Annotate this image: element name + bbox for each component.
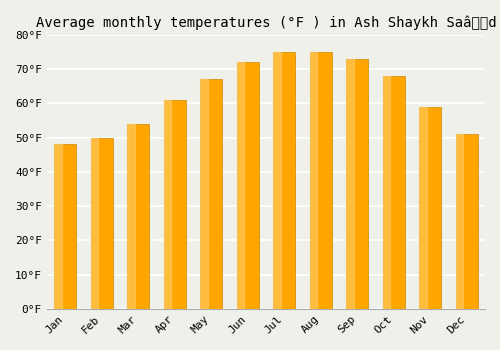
Bar bbox=[456, 134, 464, 309]
Bar bbox=[127, 124, 135, 309]
Bar bbox=[383, 76, 390, 309]
Bar bbox=[54, 145, 62, 309]
Title: Average monthly temperatures (°F ) in Ash Shaykh Saâd: Average monthly temperatures (°F ) in As… bbox=[36, 15, 496, 29]
Bar bbox=[236, 62, 258, 309]
Bar bbox=[310, 52, 332, 309]
Bar bbox=[90, 138, 98, 309]
Bar bbox=[273, 52, 295, 309]
Bar bbox=[456, 134, 477, 309]
Bar bbox=[236, 62, 244, 309]
Bar bbox=[346, 59, 368, 309]
Bar bbox=[273, 52, 281, 309]
Bar bbox=[420, 107, 427, 309]
Bar bbox=[127, 124, 149, 309]
Bar bbox=[420, 107, 441, 309]
Bar bbox=[164, 100, 186, 309]
Bar bbox=[90, 138, 112, 309]
Bar bbox=[310, 52, 318, 309]
Bar bbox=[200, 79, 222, 309]
Bar bbox=[346, 59, 354, 309]
Bar bbox=[164, 100, 172, 309]
Bar bbox=[54, 145, 76, 309]
Bar bbox=[383, 76, 404, 309]
Bar bbox=[200, 79, 208, 309]
